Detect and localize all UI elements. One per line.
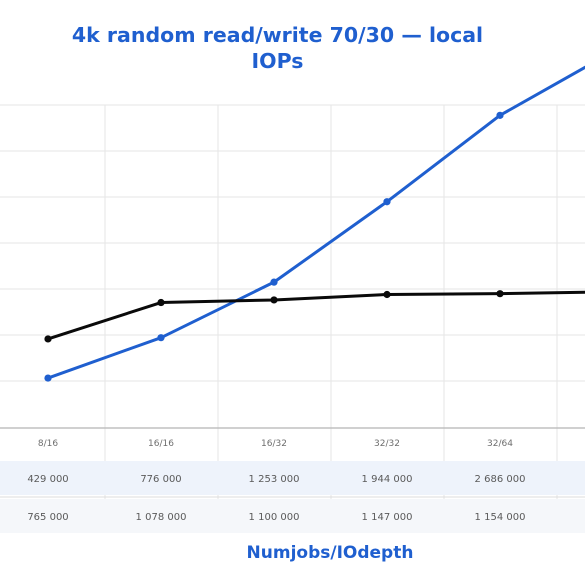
chart-title-line: 4k random read/write 70/30 — local [71, 23, 484, 47]
data-point-black [496, 290, 504, 298]
table-cell: 1 944 000 [362, 474, 413, 485]
table-cell: 1 100 000 [249, 512, 300, 523]
data-point-black [44, 335, 52, 343]
x-tick-label: 32/64 [487, 439, 513, 449]
table-cell: 1 253 000 [249, 474, 300, 485]
chart-title: 4k random read/write 70/30 — local IOPs [0, 22, 555, 74]
x-tick-label: 16/32 [261, 439, 287, 449]
x-axis-title: Numjobs/IOdepth [246, 543, 414, 563]
series-line-black [47, 290, 585, 341]
data-point-blue [157, 334, 165, 342]
table-cell: 2 686 000 [475, 474, 526, 485]
table-cell: 1 147 000 [362, 512, 413, 523]
data-point-black [383, 290, 391, 299]
table-cell: 776 000 [140, 474, 181, 485]
table-row-background [0, 461, 585, 495]
data-point-black [157, 298, 165, 307]
table-cell: 765 000 [27, 512, 68, 523]
data-point-blue [270, 278, 278, 286]
table-cell: 429 000 [27, 474, 68, 485]
table-cell: 1 078 000 [136, 512, 187, 523]
data-point-blue [44, 374, 52, 382]
series-line-blue [47, 65, 585, 380]
chart-subtitle: IOPs [251, 49, 304, 73]
x-tick-label: 8/16 [38, 439, 58, 449]
data-point-blue [496, 111, 504, 119]
data-point-black [270, 296, 278, 304]
data-point-blue [383, 198, 391, 206]
x-tick-label: 32/32 [374, 439, 400, 449]
table-row-background [0, 499, 585, 533]
x-tick-label: 16/16 [148, 439, 174, 449]
table-cell: 1 154 000 [475, 512, 526, 523]
